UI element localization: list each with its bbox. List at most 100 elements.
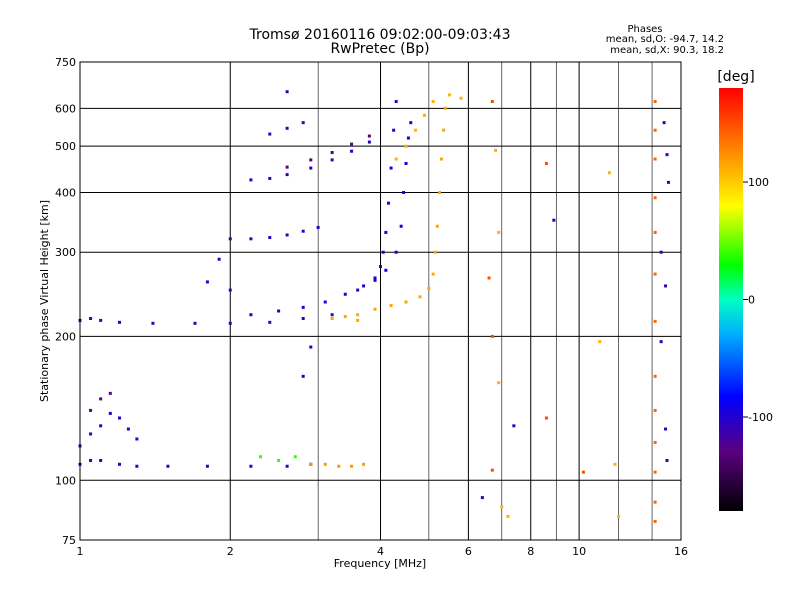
data-point [512,424,516,428]
data-point [379,265,382,269]
data-point [367,134,371,138]
data-point [437,190,441,194]
data-point [217,257,221,261]
data-point [653,440,657,444]
data-point [384,268,388,272]
data-point [249,464,253,468]
data-point [118,462,122,466]
data-point [490,468,494,472]
data-point [151,321,155,325]
data-point [480,496,484,500]
x-tick-label: 1 [77,545,84,558]
data-point [381,250,385,254]
data-point [413,128,417,132]
data-point [500,505,504,509]
data-point [394,250,398,254]
data-point [343,292,347,296]
data-point [506,514,510,518]
y-tick-label: 300 [55,246,76,259]
data-point [373,307,377,311]
data-point [99,424,103,428]
data-point [659,340,663,344]
data-point [653,408,657,412]
data-point [193,321,197,325]
data-point [598,340,602,344]
data-point [166,464,170,468]
data-point [444,106,448,110]
scatter-points [78,90,670,523]
x-tick-label: 6 [465,545,472,558]
data-point [448,93,452,97]
data-point [662,121,666,125]
data-point [350,149,354,153]
data-point [356,318,360,322]
data-point [249,313,253,317]
data-point [228,237,232,241]
data-point [268,132,272,136]
data-point [293,455,297,459]
data-point [285,126,289,130]
data-point [431,272,435,276]
data-point [665,153,669,157]
y-axis-label: Stationary phase Virtual Height [km] [38,200,51,402]
data-point [384,230,388,234]
data-point [653,100,657,104]
phase-info-x-mode: mean, sd,X: 90.3, 18.2 [610,45,724,56]
data-point [205,280,209,284]
data-point [108,391,112,395]
data-point [497,230,501,234]
data-point [392,128,396,132]
data-point [404,144,408,148]
data-point [259,455,263,459]
x-tick-label: 16 [674,545,688,558]
data-point [422,113,426,117]
data-point [653,157,657,161]
data-point [99,318,103,322]
data-point [309,462,313,466]
data-point [404,161,408,165]
data-point [118,320,122,324]
data-point [394,157,398,161]
colorbar-tick-label: 100 [748,176,769,189]
data-point [653,196,657,200]
phase-info-o-mode: mean, sd,O: -94.7, 14.2 [606,34,724,45]
data-point [653,374,657,378]
data-point [431,100,435,104]
data-point [268,320,272,324]
data-point [285,173,289,177]
data-point [389,304,393,308]
data-point [330,150,334,154]
data-point [277,309,281,313]
y-tick-label: 400 [55,186,76,199]
x-tick-label: 10 [572,545,586,558]
data-point [666,180,670,184]
data-point [664,427,668,431]
y-tick-label: 75 [62,534,76,547]
data-point [89,408,93,412]
data-point [427,286,431,290]
data-point [285,233,289,237]
data-point [406,136,410,140]
data-point [552,218,556,222]
data-point [367,140,371,144]
data-point [301,305,305,309]
data-point [126,427,130,431]
data-point [330,313,334,317]
colorbar-tick-label: -100 [748,411,773,424]
x-tick-label: 4 [377,545,384,558]
data-point [89,316,93,320]
data-point [613,462,617,466]
data-point [373,276,377,280]
data-point [653,230,657,234]
data-point [99,458,103,462]
data-point [494,148,498,152]
data-point [89,458,93,462]
data-point [617,514,621,518]
data-point [399,224,403,228]
data-point [394,100,398,104]
data-point [653,128,657,132]
data-point [356,313,360,317]
data-point [205,464,209,468]
data-point [544,161,548,165]
